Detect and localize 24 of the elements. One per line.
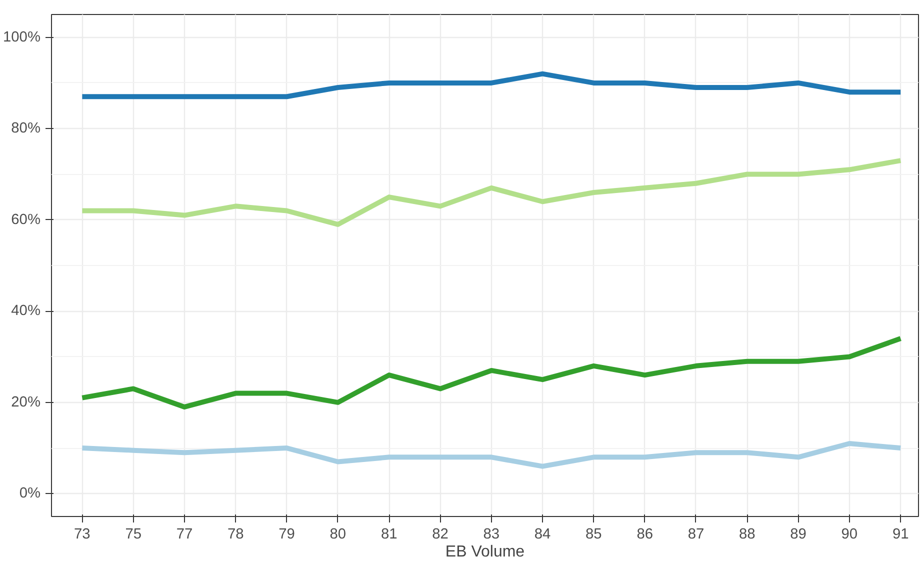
x-tick-label: 82 bbox=[432, 526, 448, 542]
y-tick-label: 60% bbox=[11, 212, 41, 228]
x-tick-label: 85 bbox=[586, 526, 602, 542]
x-tick-label: 81 bbox=[380, 526, 398, 542]
x-tick-label: 83 bbox=[483, 526, 500, 542]
x-tick-label: 73 bbox=[74, 526, 90, 542]
x-tick-label: 75 bbox=[125, 526, 142, 542]
x-tick-label: 80 bbox=[330, 526, 346, 542]
x-axis-title: EB Volume bbox=[445, 544, 525, 560]
y-tick-label: 0% bbox=[19, 486, 41, 502]
x-tick-label: 84 bbox=[534, 526, 551, 542]
x-tick-label: 89 bbox=[790, 526, 806, 542]
y-tick-label: 100% bbox=[3, 29, 41, 46]
y-tick-label: 20% bbox=[11, 394, 41, 410]
x-tick-label: 78 bbox=[227, 526, 244, 542]
x-tick-label: 90 bbox=[841, 526, 858, 542]
x-tick-label: 77 bbox=[176, 526, 193, 542]
y-tick-label: 80% bbox=[11, 120, 41, 137]
x-tick-label: 91 bbox=[892, 526, 909, 542]
x-tick-label: 86 bbox=[636, 526, 654, 542]
x-tick-label: 79 bbox=[278, 526, 295, 542]
x-tick-label: 88 bbox=[738, 526, 756, 542]
x-tick-label: 87 bbox=[688, 526, 704, 542]
y-tick-label: 40% bbox=[11, 303, 41, 320]
